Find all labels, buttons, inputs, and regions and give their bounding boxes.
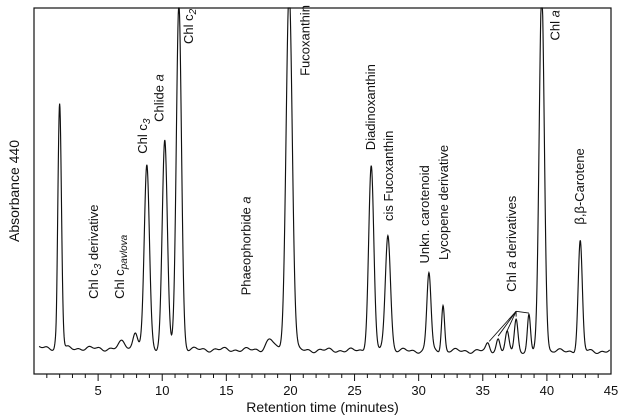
peak-annotation-label: cis Fucoxanthin [381,131,396,221]
peak-annotation-label: Lycopene derivative [436,145,451,260]
x-tick-label: 45 [604,383,618,398]
peak-annotation-label: Chl c2 [181,8,199,44]
peak-annotation-label: Diadinoxanthin [363,64,378,150]
x-tick-label: 35 [476,383,490,398]
peak-annotation-label: β,β-Carotene [572,148,587,224]
peak-annotation-label: Chl a derivatives [504,195,519,292]
y-axis-label: Absorbance 440 [6,140,22,242]
peak-annotation-label: Chl c3 [135,118,153,154]
peak-annotation-label: Chlide a [152,74,167,122]
annotation-pointer-line [488,310,517,342]
peak-annotation-label: Unkn. carotenoid [417,165,432,263]
annotation-pointer-line [516,310,529,314]
x-tick-label: 25 [347,383,361,398]
x-tick-label: 5 [94,383,101,398]
peak-annotation-label: Chl c3 derivative [86,204,104,298]
plot-frame [33,7,612,375]
x-tick-label: 30 [411,383,425,398]
axes-group: 5 10 15 20 25 30 35 40 45 [33,7,618,398]
x-tick-label: 10 [155,383,169,398]
x-tick-label: 15 [219,383,233,398]
x-tick-label: 20 [283,383,297,398]
peak-annotation-label: Chl cpavlova [112,234,130,299]
plot-area: Chl c3 derivative Chl cpavlova Chl c3Chlid… [38,5,611,355]
annotation-pointer-line [506,311,517,331]
peak-annotation-label: Chl a [548,10,563,40]
peak-annotation-label: Phaeophorbide a [239,196,254,295]
x-tick-label: 40 [540,383,554,398]
annotation-pointer-line [497,311,517,337]
x-axis-label: Retention time (minutes) [246,399,399,415]
peak-annotation-label: Fucoxanthin [298,5,313,76]
series-trace [38,7,611,355]
